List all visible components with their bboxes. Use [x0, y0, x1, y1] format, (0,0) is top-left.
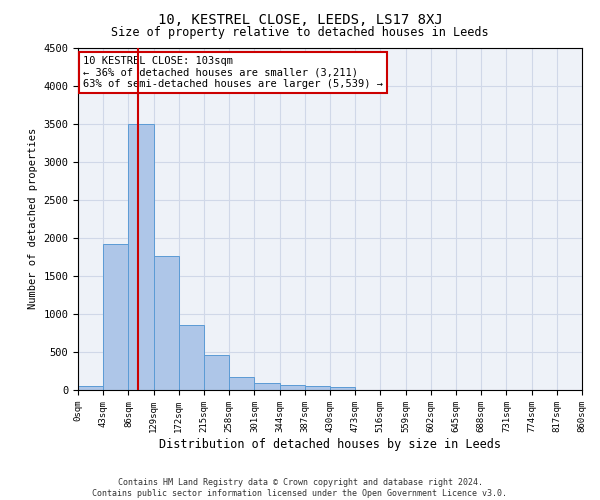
Bar [204, 355, 229, 390]
Text: Size of property relative to detached houses in Leeds: Size of property relative to detached ho… [111, 26, 489, 39]
Y-axis label: Number of detached properties: Number of detached properties [28, 128, 38, 310]
Bar [103, 244, 128, 390]
Text: Contains HM Land Registry data © Crown copyright and database right 2024.
Contai: Contains HM Land Registry data © Crown c… [92, 478, 508, 498]
X-axis label: Distribution of detached houses by size in Leeds: Distribution of detached houses by size … [159, 438, 501, 450]
Bar [254, 383, 280, 390]
Bar [78, 386, 103, 390]
Bar [280, 385, 305, 390]
Bar [305, 386, 330, 390]
Bar [128, 124, 154, 390]
Text: 10 KESTREL CLOSE: 103sqm
← 36% of detached houses are smaller (3,211)
63% of sem: 10 KESTREL CLOSE: 103sqm ← 36% of detach… [83, 56, 383, 90]
Bar [154, 256, 179, 390]
Bar [330, 387, 355, 390]
Bar [229, 378, 254, 390]
Text: 10, KESTREL CLOSE, LEEDS, LS17 8XJ: 10, KESTREL CLOSE, LEEDS, LS17 8XJ [158, 12, 442, 26]
Bar [179, 326, 204, 390]
